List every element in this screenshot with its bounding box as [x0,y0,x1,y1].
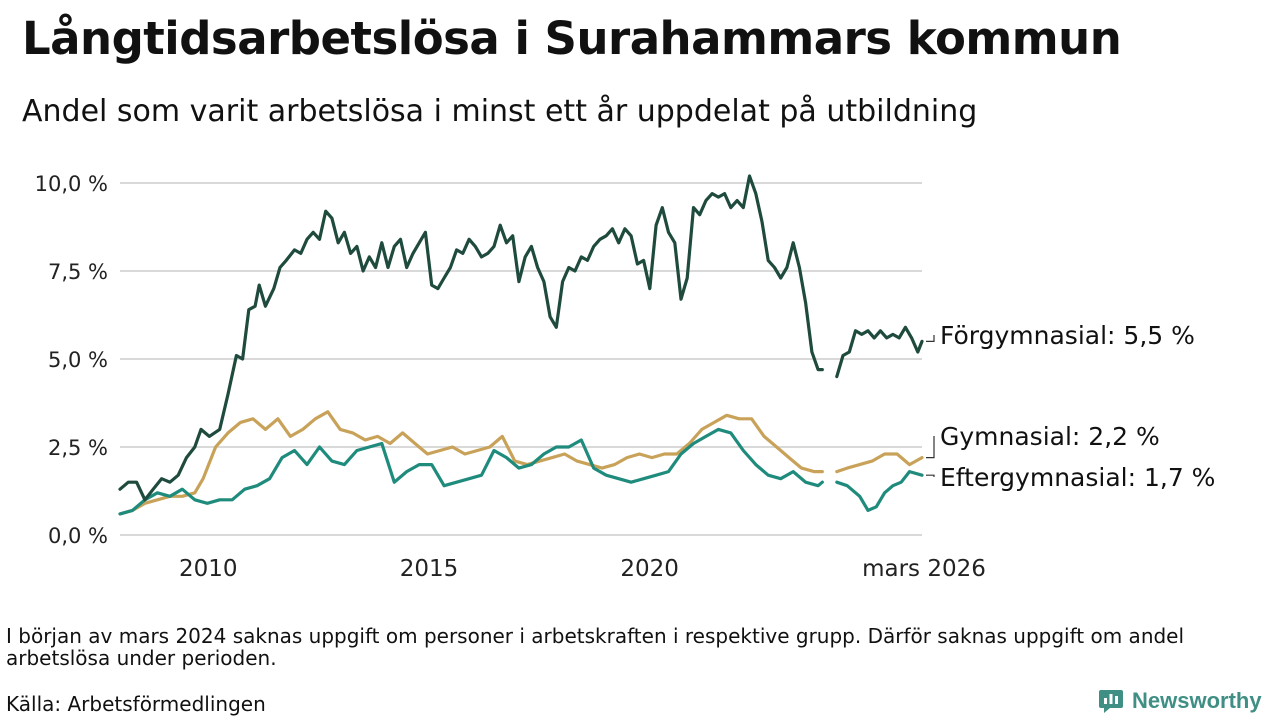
y-tick-label: 7,5 % [48,260,108,284]
series-lines [118,174,924,516]
footnote: I början av mars 2024 saknas uppgift om … [6,624,1185,670]
label-leader-line [926,436,935,459]
series-label-eftergymnasial: Eftergymnasial: 1,7 % [940,463,1215,492]
x-tick-label: 2010 [179,556,238,582]
newsworthy-chat-icon [1099,690,1123,713]
series-line-gymnasial [118,410,824,516]
series-line-förgymnasial [118,174,824,502]
x-axis-ticks: 2010 2015 2020 mars 2026 [179,556,986,582]
line-chart: 0,0 % 2,5 % 5,0 % 7,5 % 10,0 % 2010 2015 2020 m… [35,172,1216,582]
logo-text: Newsworthy [1132,688,1262,713]
x-tick-label: 2015 [400,556,459,582]
series-line-förgymnasial [835,325,924,379]
y-tick-label: 0,0 % [48,524,108,548]
label-leader-line [926,335,935,342]
label-leader-line [926,474,935,477]
x-tick-label: 2020 [620,556,679,582]
y-tick-label: 10,0 % [35,172,108,196]
y-axis-ticks: 0,0 % 2,5 % 5,0 % 7,5 % 10,0 % [35,172,108,548]
series-label-förgymnasial: Förgymnasial: 5,5 % [940,321,1195,350]
series-line-eftergymnasial [118,427,824,516]
y-tick-label: 2,5 % [48,436,108,460]
series-labels: Förgymnasial: 5,5 % Gymnasial: 2,2 % Efter… [926,321,1215,492]
chart-subtitle: Andel som varit arbetslösa i minst ett å… [22,94,978,129]
x-tick-label: mars 2026 [862,556,986,582]
series-line-eftergymnasial [835,470,924,512]
source-credit: Källa: Arbetsförmedlingen [6,692,266,716]
y-tick-label: 5,0 % [48,348,108,372]
series-line-gymnasial [835,452,924,474]
newsworthy-logo: Newsworthy [1098,688,1262,714]
series-label-gymnasial: Gymnasial: 2,2 % [940,422,1160,451]
gridlines [120,182,922,536]
chart-title: Långtidsarbetslösa i Surahammars kommun [22,12,1122,65]
